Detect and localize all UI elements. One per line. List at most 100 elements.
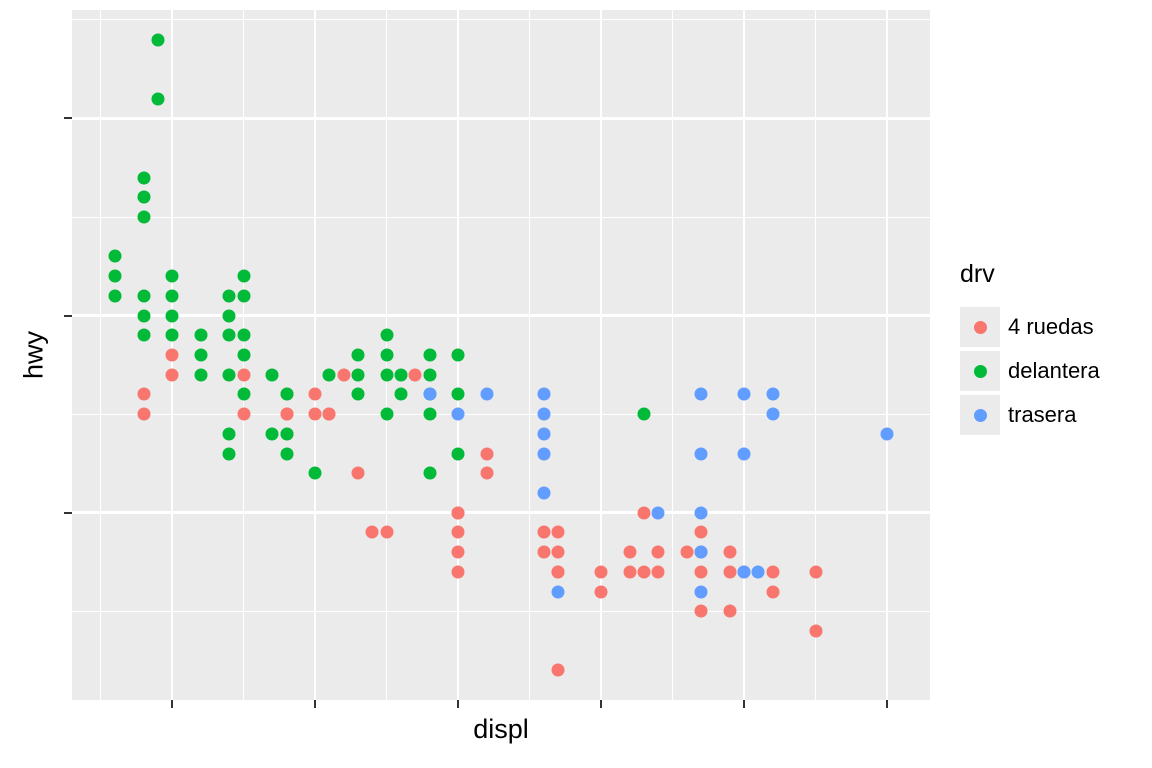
scatter-point: [280, 408, 293, 421]
scatter-point: [151, 92, 164, 105]
scatter-point: [723, 565, 736, 578]
scatter-point: [237, 329, 250, 342]
legend-dot-icon: [974, 365, 987, 378]
scatter-point: [537, 408, 550, 421]
scatter-point: [695, 605, 708, 618]
scatter-point: [194, 349, 207, 362]
scatter-point: [380, 349, 393, 362]
scatter-point: [552, 585, 565, 598]
scatter-point: [623, 565, 636, 578]
scatter-point: [537, 487, 550, 500]
scatter-point: [309, 467, 322, 480]
legend-key: [960, 395, 1000, 435]
x-minor-gridline: [529, 10, 530, 700]
scatter-point: [166, 289, 179, 302]
scatter-point: [552, 565, 565, 578]
scatter-point: [680, 546, 693, 559]
scatter-point: [108, 289, 121, 302]
scatter-point: [380, 368, 393, 381]
x-tick-mark: [600, 700, 602, 708]
scatter-point: [452, 565, 465, 578]
scatter-point: [695, 506, 708, 519]
scatter-point: [423, 368, 436, 381]
scatter-point: [537, 388, 550, 401]
scatter-point: [223, 289, 236, 302]
legend-item: 4 ruedas: [960, 307, 1100, 347]
legend-label: trasera: [1008, 402, 1076, 428]
legend-key: [960, 351, 1000, 391]
scatter-point: [151, 33, 164, 46]
x-major-gridline: [314, 10, 317, 700]
scatter-point: [537, 526, 550, 539]
scatter-point: [480, 447, 493, 460]
scatter-point: [223, 368, 236, 381]
legend: drv 4 ruedasdelantera trasera: [960, 260, 1100, 439]
scatter-point: [352, 349, 365, 362]
x-major-gridline: [886, 10, 889, 700]
scatter-point: [652, 565, 665, 578]
scatter-point: [237, 349, 250, 362]
scatter-point: [237, 388, 250, 401]
scatter-point: [237, 408, 250, 421]
legend-dot-icon: [974, 321, 987, 334]
scatter-point: [108, 250, 121, 263]
x-minor-gridline: [815, 10, 816, 700]
scatter-point: [766, 585, 779, 598]
scatter-point: [695, 447, 708, 460]
scatter-point: [237, 270, 250, 283]
scatter-point: [452, 546, 465, 559]
scatter-point: [166, 329, 179, 342]
chart-container: displ hwy drv 4 ruedasdelantera trasera: [0, 0, 1152, 768]
scatter-point: [452, 388, 465, 401]
scatter-point: [423, 408, 436, 421]
legend-item: delantera: [960, 351, 1100, 391]
scatter-point: [638, 408, 651, 421]
scatter-point: [695, 565, 708, 578]
legend-dot-icon: [974, 409, 987, 422]
scatter-point: [652, 546, 665, 559]
x-major-gridline: [743, 10, 746, 700]
scatter-point: [652, 506, 665, 519]
scatter-point: [638, 506, 651, 519]
legend-items: 4 ruedasdelantera trasera: [960, 307, 1100, 435]
scatter-point: [480, 467, 493, 480]
x-minor-gridline: [672, 10, 673, 700]
scatter-point: [380, 408, 393, 421]
scatter-point: [380, 329, 393, 342]
scatter-point: [695, 388, 708, 401]
scatter-point: [766, 565, 779, 578]
scatter-point: [452, 526, 465, 539]
x-axis-label: displ: [473, 714, 529, 745]
scatter-point: [695, 585, 708, 598]
scatter-point: [137, 388, 150, 401]
scatter-point: [309, 408, 322, 421]
scatter-point: [237, 368, 250, 381]
scatter-point: [380, 526, 393, 539]
scatter-point: [595, 585, 608, 598]
scatter-point: [366, 526, 379, 539]
scatter-point: [537, 546, 550, 559]
scatter-point: [394, 388, 407, 401]
y-minor-gridline: [72, 611, 930, 612]
y-axis-label: hwy: [19, 331, 50, 379]
scatter-point: [537, 427, 550, 440]
scatter-point: [280, 447, 293, 460]
scatter-point: [266, 368, 279, 381]
y-minor-gridline: [72, 19, 930, 20]
scatter-point: [223, 427, 236, 440]
legend-item: trasera: [960, 395, 1100, 435]
y-minor-gridline: [72, 217, 930, 218]
y-tick-mark: [64, 315, 72, 317]
y-minor-gridline: [72, 414, 930, 415]
scatter-point: [280, 388, 293, 401]
scatter-point: [137, 191, 150, 204]
scatter-point: [623, 546, 636, 559]
legend-title: drv: [960, 260, 1100, 289]
scatter-point: [223, 309, 236, 322]
scatter-point: [738, 565, 751, 578]
scatter-point: [638, 565, 651, 578]
scatter-point: [881, 427, 894, 440]
scatter-point: [552, 664, 565, 677]
scatter-point: [166, 368, 179, 381]
scatter-point: [266, 427, 279, 440]
